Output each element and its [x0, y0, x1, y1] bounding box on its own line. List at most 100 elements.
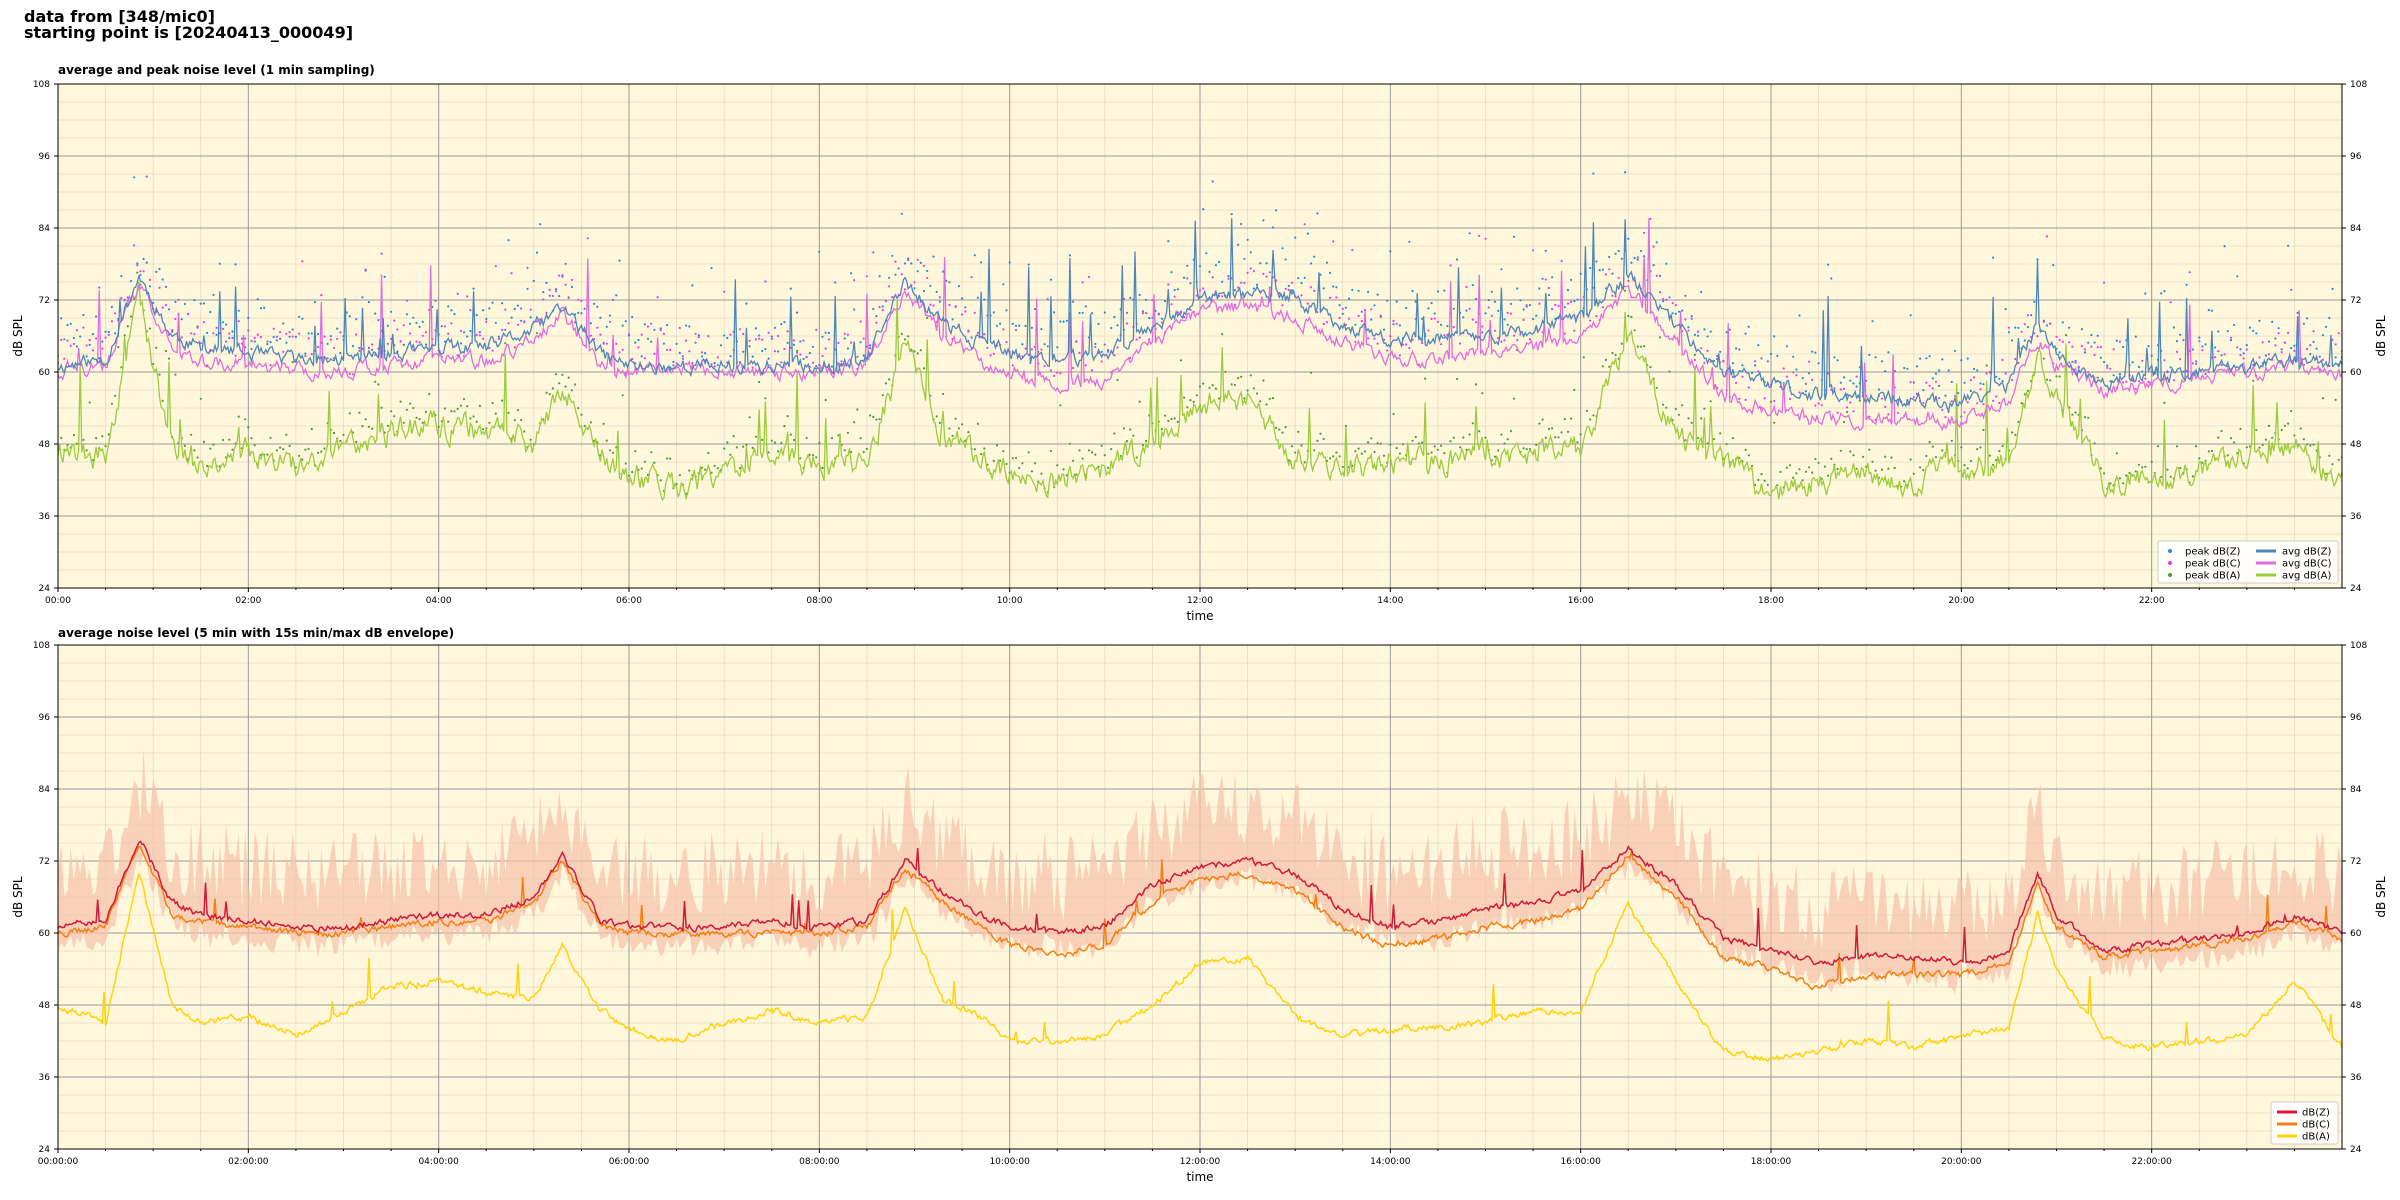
peak-point: [2144, 465, 2147, 468]
peak-point: [713, 361, 716, 365]
peak-point: [1081, 281, 1084, 284]
peak-point: [2125, 474, 2128, 477]
peak-point: [2083, 416, 2087, 419]
peak-point: [2093, 341, 2096, 344]
peak-point: [1976, 402, 1979, 405]
peak-point: [2172, 326, 2175, 329]
peak-point: [957, 285, 961, 288]
peak-point: [1148, 317, 1151, 320]
line-dba: [58, 872, 2342, 1062]
peak-point: [215, 326, 218, 329]
peak-point: [1551, 276, 1554, 279]
peak-point: [545, 281, 548, 284]
peak-point: [872, 415, 875, 418]
peak-point: [1433, 317, 1436, 320]
peak-point: [1944, 416, 1947, 419]
peak-point: [272, 327, 275, 330]
peak-point: [1227, 277, 1230, 280]
peak-point: [1091, 451, 1094, 454]
peak-point: [1189, 308, 1192, 311]
peak-point: [174, 317, 177, 321]
peak-point: [672, 360, 675, 363]
peak-point: [2001, 358, 2004, 361]
peak-point: [1995, 375, 1998, 378]
peak-point: [1224, 370, 1227, 373]
peak-point: [1084, 364, 1087, 367]
peak-point: [424, 343, 428, 346]
peak-point: [894, 260, 897, 263]
peak-point: [1246, 271, 1249, 274]
peak-point: [1972, 376, 1976, 379]
peak-point: [171, 330, 174, 333]
peak-point: [2195, 360, 2198, 363]
peak-point: [678, 351, 681, 354]
peak-point: [1874, 356, 1877, 359]
x-tick-label: 06:00: [616, 596, 642, 606]
peak-point: [2011, 379, 2014, 382]
peak-point: [1468, 232, 1471, 235]
peak-point: [2137, 463, 2141, 466]
peak-point: [412, 348, 415, 352]
peak-point: [1237, 286, 1240, 289]
peak-point: [1966, 357, 1969, 360]
peak-point: [501, 399, 504, 402]
peak-point: [167, 333, 171, 336]
peak-point: [1259, 400, 1262, 403]
peak-point: [1040, 348, 1043, 351]
peak-point: [256, 298, 259, 301]
peak-point: [1100, 350, 1103, 353]
peak-point: [377, 383, 380, 386]
peak-point: [488, 346, 491, 350]
peak-point: [1138, 293, 1141, 297]
peak-point: [653, 352, 656, 355]
peak-point: [2071, 413, 2074, 416]
peak-point: [371, 348, 374, 351]
line-dbz: [58, 840, 2342, 966]
peak-point: [2036, 335, 2039, 338]
peak-point: [1611, 351, 1614, 355]
peak-point: [589, 334, 593, 337]
peak-point: [1421, 341, 1424, 345]
peak-point: [624, 462, 627, 465]
peak-point: [1969, 459, 1972, 462]
peak-point: [742, 445, 745, 448]
peak-point: [1046, 345, 1049, 348]
peak-point: [992, 311, 995, 314]
peak-point: [926, 269, 929, 273]
peak-point: [2004, 308, 2007, 311]
peak-point: [723, 290, 726, 293]
peak-point: [2191, 348, 2194, 351]
peak-point: [123, 298, 126, 301]
peak-point: [1906, 367, 1909, 370]
peak-point: [501, 328, 504, 331]
peak-point: [1608, 365, 1611, 368]
peak-point: [466, 335, 469, 338]
peak-point: [428, 393, 431, 396]
peak-point: [1132, 434, 1135, 437]
peak-point: [1979, 388, 1982, 391]
peak-point: [2207, 370, 2210, 373]
peak-point: [856, 408, 859, 411]
peak-point: [1021, 343, 1024, 346]
peak-point: [2242, 357, 2245, 360]
peak-point: [608, 449, 612, 452]
peak-point: [2242, 352, 2245, 355]
peak-point: [970, 336, 973, 339]
peak-point: [434, 299, 437, 302]
peak-point: [304, 352, 307, 355]
peak-point: [285, 433, 288, 436]
peak-point: [2030, 314, 2033, 317]
peak-point: [1887, 413, 1890, 416]
peak-point: [2071, 360, 2074, 363]
peak-point: [139, 273, 142, 276]
peak-point: [526, 287, 529, 290]
peak-point: [1141, 312, 1144, 315]
peak-point: [1795, 374, 1798, 377]
peak-point: [2115, 452, 2118, 455]
peak-point: [133, 244, 136, 247]
peak-point: [830, 437, 834, 440]
peak-point: [1151, 299, 1154, 302]
peak-point: [91, 349, 94, 352]
peak-point: [570, 285, 574, 289]
peak-point: [983, 333, 986, 336]
